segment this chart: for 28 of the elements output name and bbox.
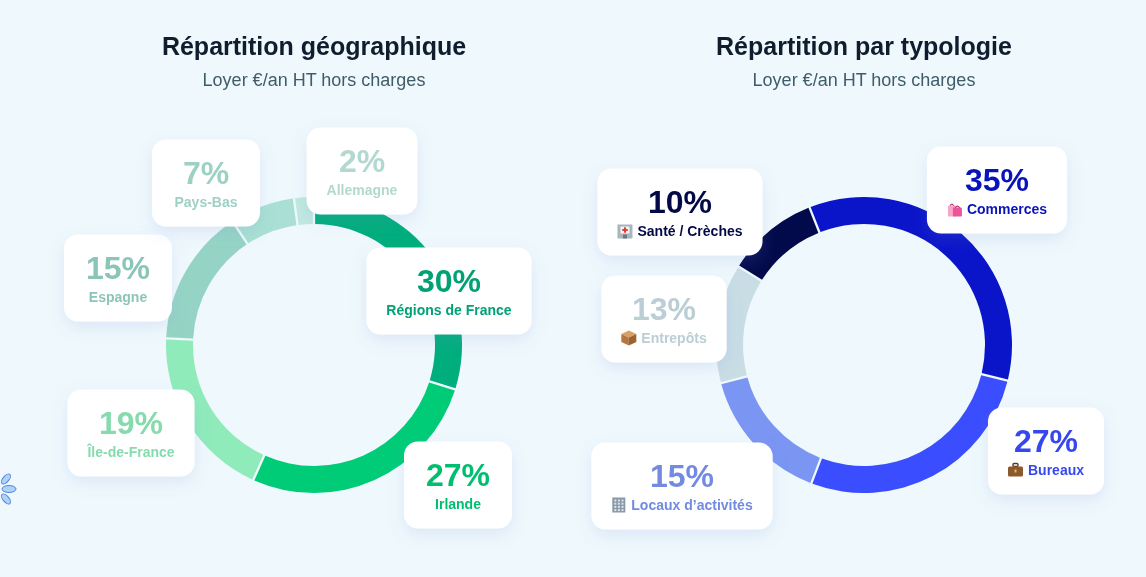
data-label: 15% xyxy=(649,457,715,494)
slice-label: Pays-Bas xyxy=(174,193,238,210)
data-label: 10% xyxy=(647,183,713,220)
chart-title: Répartition par typologie xyxy=(716,32,1013,60)
data-label: 15% xyxy=(85,249,151,286)
slice-label: Entrepôts xyxy=(641,329,707,346)
chart-title: Répartition géographique xyxy=(161,32,467,60)
data-label: 35% xyxy=(964,161,1030,198)
data-label: 13% xyxy=(631,290,697,327)
chart-subtitle: Loyer €/an HT hors charges xyxy=(752,70,976,90)
slice-label: Espagne xyxy=(88,288,148,305)
slice-label: Allemagne xyxy=(326,181,398,198)
data-label: 27% xyxy=(1013,422,1079,459)
slice-label: Santé / Crèches xyxy=(637,222,743,239)
slice-label: Commerces xyxy=(966,200,1048,217)
data-label: 30% xyxy=(416,262,482,299)
slice-label: Bureaux xyxy=(1027,461,1085,478)
donut-slice xyxy=(812,375,1008,493)
slice-label: Locaux d’activités xyxy=(631,496,753,513)
slice-label: Régions de France xyxy=(386,301,512,318)
slice-label: Île-de-France xyxy=(86,442,175,460)
data-label: 7% xyxy=(182,154,230,191)
data-label: 27% xyxy=(425,456,491,493)
chart-subtitle: Loyer €/an HT hors charges xyxy=(202,70,426,90)
data-label: 2% xyxy=(338,142,386,179)
donut-slice xyxy=(721,377,820,483)
data-label: 19% xyxy=(98,404,164,441)
slice-label: Irlande xyxy=(435,495,482,512)
